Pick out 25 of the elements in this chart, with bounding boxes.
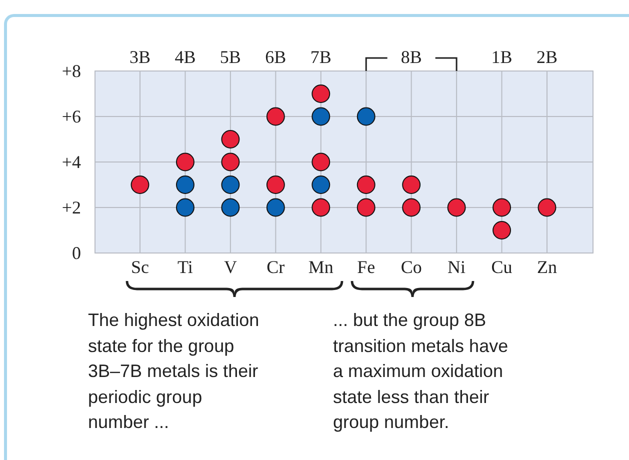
x-tick-label: Mn (308, 256, 334, 277)
x-tick-label: Zn (537, 256, 557, 277)
text: 1B (491, 47, 512, 67)
x-tick-label: Ti (178, 256, 193, 277)
y-tick-label: +8 (62, 60, 81, 81)
x-tick-label: Sc (131, 256, 150, 277)
text: 6B (265, 47, 286, 67)
y-tick-label: +6 (62, 106, 81, 126)
x-tick-label: Cu (491, 256, 512, 277)
text: 5B (220, 47, 241, 67)
text: 8B (400, 47, 422, 67)
x-tick-label: Cr (266, 256, 285, 277)
x-tick-label: V (224, 256, 237, 277)
y-tick-label: +4 (62, 152, 81, 172)
text: 7B (310, 47, 332, 67)
text: ... but the group 8B transition metals have a maximum oxidation state less than their group number. (333, 309, 510, 434)
text: The highest oxidation state for the group 3B–7B metals is their periodic group number ... (88, 309, 260, 434)
y-tick-label: +2 (62, 197, 81, 218)
x-tick-label: Ni (448, 256, 466, 277)
text: 4B (174, 47, 196, 67)
x-tick-label: Co (400, 256, 422, 277)
x-tick-label: Fe (357, 256, 376, 277)
text: 2B (536, 47, 558, 67)
y-tick-label: 0 (72, 242, 81, 263)
text: 3B (129, 47, 151, 67)
